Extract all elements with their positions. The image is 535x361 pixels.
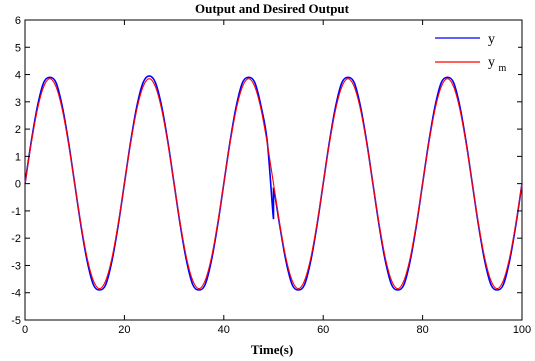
x-tick-label: 60: [317, 324, 329, 336]
legend: y y m: [428, 26, 518, 76]
y-tick-label: 6: [15, 15, 21, 27]
y-tick-label: -1: [11, 206, 21, 218]
legend-label-ym-sub: m: [499, 63, 507, 74]
y-tick-label: 5: [15, 42, 21, 54]
y-tick-label: 1: [15, 151, 21, 163]
series-line-ym: [24, 78, 523, 290]
y-tick-label: 4: [15, 70, 21, 82]
y-tick-label: -2: [11, 233, 21, 245]
y-tick-label: 2: [15, 124, 21, 136]
y-tick-label: -4: [11, 288, 21, 300]
y-tick-label: 0: [15, 179, 21, 191]
x-tick-label: 40: [218, 324, 230, 336]
legend-label-ym: y m: [488, 55, 507, 74]
y-tick-label: -3: [11, 260, 21, 272]
legend-box: [428, 26, 518, 76]
legend-label-ym-main: y: [488, 55, 495, 70]
legend-label-y: y: [488, 32, 495, 47]
ticks-layer: 0 20 40 60 80 100 -5 -4 -3 -2 -1 0 1 2 3 4 5 6: [11, 15, 531, 336]
chart-title: Output and Desired Output: [195, 1, 350, 16]
x-axis-label: Time(s): [251, 342, 293, 357]
x-tick-label: 20: [118, 324, 130, 336]
series-layer: [24, 75, 523, 291]
y-tick-label: 3: [15, 97, 21, 109]
series-line-y: [24, 75, 523, 291]
y-tick-label: -5: [11, 315, 21, 327]
x-tick-label: 80: [416, 324, 428, 336]
x-tick-label: 100: [513, 324, 531, 336]
x-tick-label: 0: [22, 324, 28, 336]
